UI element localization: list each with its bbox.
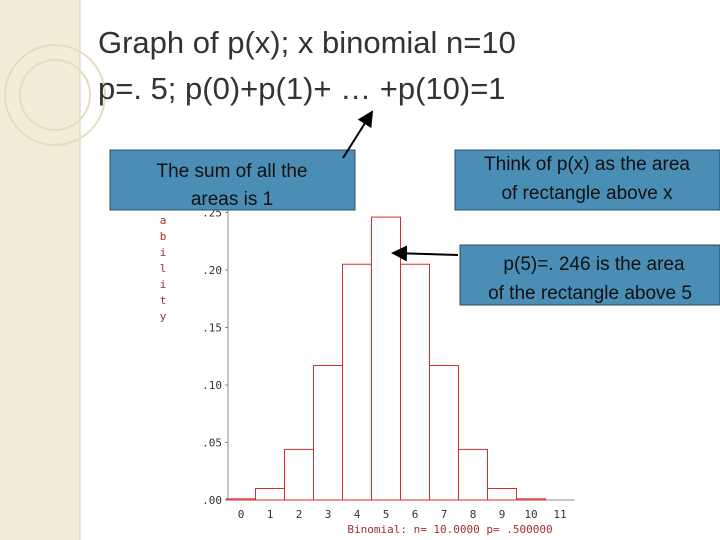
side-strip [0, 0, 80, 540]
callout-box [109, 149, 356, 211]
y-tick-label: .10 [202, 379, 222, 392]
x-tick-label: 9 [499, 508, 506, 521]
x-tick-label: 6 [412, 508, 419, 521]
bar [516, 498, 546, 501]
bar [400, 263, 430, 501]
callout-text: p(5)=. 246 is the area [503, 254, 685, 275]
bar [371, 216, 401, 501]
title-line: p=. 5; p(0)+p(1)+ … +p(10)=1 [98, 71, 506, 106]
arrow [391, 245, 459, 262]
callout: Think of p(x) as the area of rectangle a… [454, 149, 720, 211]
decor-circle [19, 59, 91, 131]
decor-circle [4, 44, 106, 146]
x-axis-label: Binomial: n= 10.0000 p= .500000 [347, 523, 552, 536]
y-tick-label: .00 [202, 494, 222, 507]
bar [342, 263, 372, 501]
bar [284, 448, 314, 501]
x-tick-label: 4 [354, 508, 361, 521]
callout-text: The sum of all the [156, 161, 307, 182]
x-tick-label: 5 [383, 508, 390, 521]
x-tick-label: 10 [524, 508, 537, 521]
bar [458, 448, 488, 501]
x-tick-label: 8 [470, 508, 477, 521]
callout-box [454, 149, 720, 211]
bar [313, 364, 343, 501]
x-tick-label: 7 [441, 508, 448, 521]
y-tick-label: .20 [202, 264, 222, 277]
bar [487, 488, 517, 501]
callout-text: areas is 1 [191, 189, 273, 210]
x-tick-label: 2 [296, 508, 303, 521]
y-tick-label: .15 [202, 322, 222, 335]
chart: .00.05.10.15.20.25.30ProbabilityBinomial… [157, 149, 575, 536]
y-tick-label: .05 [202, 437, 222, 450]
arrow [342, 110, 374, 159]
x-tick-label: 3 [325, 508, 332, 521]
x-tick-label: 1 [267, 508, 274, 521]
callout-text: Think of p(x) as the area [484, 154, 690, 175]
callout: The sum of all the areas is 1 [109, 149, 356, 211]
callout-text: of the rectangle above 5 [488, 283, 692, 304]
callout-box [459, 244, 720, 306]
bar [226, 498, 256, 501]
title-line: Graph of p(x); x binomial n=10 [98, 25, 516, 60]
bar [429, 364, 459, 501]
bar [255, 488, 285, 501]
x-tick-label: 0 [238, 508, 245, 521]
x-tick-label: 11 [553, 508, 566, 521]
callout: p(5)=. 246 is the area of the rectangle … [459, 244, 720, 306]
callout-text: of rectangle above x [501, 183, 673, 204]
